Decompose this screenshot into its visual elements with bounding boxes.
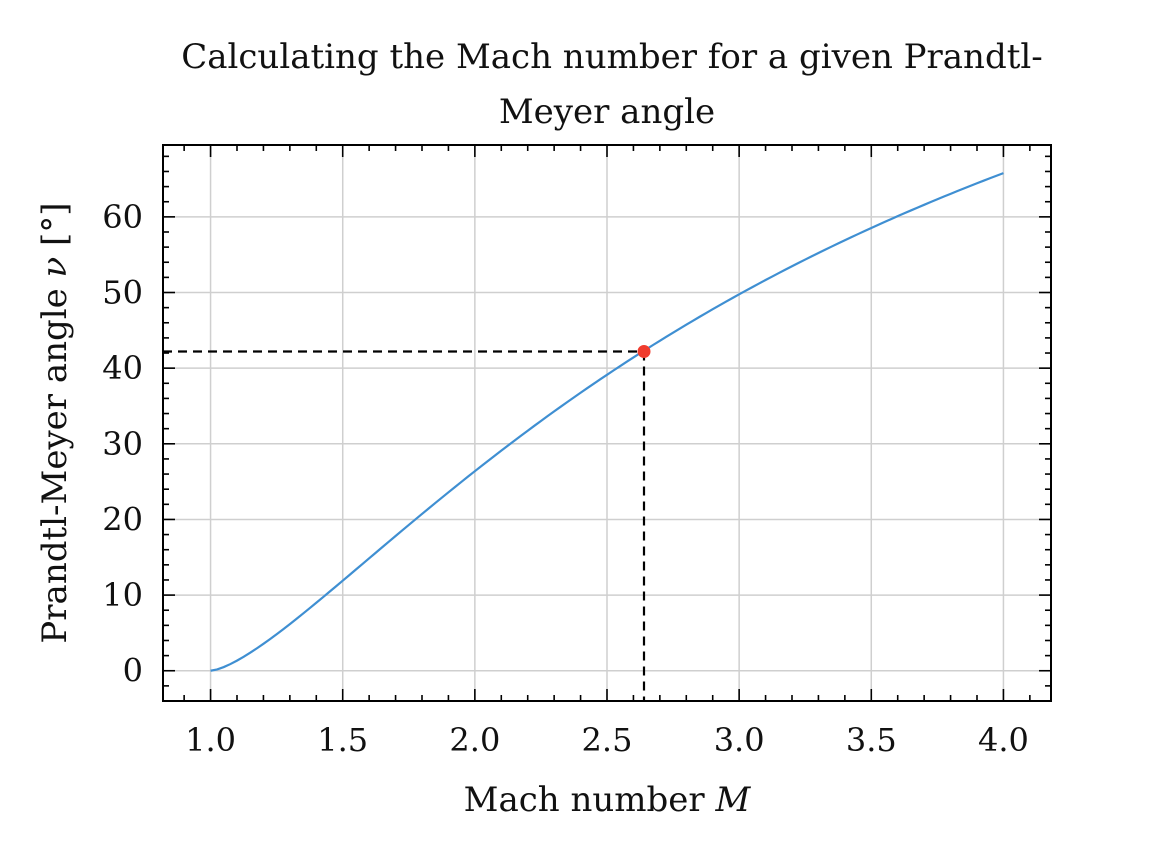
axis-ticks: 1.0 1.5 2.0 2.5 3.0 3.5 4.0 0 10 20 30 40 50 60 [102, 145, 1051, 759]
x-axis-label-text: Mach number [464, 780, 716, 820]
x-axis-label: Mach number M [464, 780, 752, 820]
y-tick-label: 0 [123, 652, 143, 690]
y-axis-label: Prandtl-Meyer angle ν [°] [35, 202, 75, 643]
guide-lines [163, 345, 651, 701]
series-line [210, 172, 1004, 672]
y-tick-label: 60 [102, 198, 143, 236]
x-tick-label: 3.5 [846, 721, 897, 759]
y-axis-label-unit: [°] [35, 202, 75, 256]
chart-title-line-1: Calculating the Mach number for a given … [181, 37, 1043, 77]
y-tick-label: 40 [102, 349, 143, 387]
y-tick-label: 10 [102, 576, 143, 614]
x-tick-label: 3.0 [714, 721, 765, 759]
plot-frame [162, 144, 1052, 702]
y-axis-label-var: ν [35, 257, 75, 278]
x-tick-label: 1.5 [317, 721, 368, 759]
x-tick-label: 2.0 [449, 721, 500, 759]
y-tick-label: 30 [102, 425, 143, 463]
x-tick-label: 4.0 [978, 721, 1029, 759]
y-tick-label: 50 [102, 274, 143, 312]
x-tick-label: 2.5 [582, 721, 633, 759]
marked-point [637, 345, 651, 359]
grid-lines [163, 145, 1051, 701]
y-axis-label-text: Prandtl-Meyer angle [35, 277, 75, 643]
chart-title-line-2: Meyer angle [499, 92, 715, 132]
y-tick-label: 20 [102, 500, 143, 538]
x-tick-label: 1.0 [185, 721, 236, 759]
series-layer [210, 172, 1004, 672]
x-axis-label-var: M [714, 780, 751, 820]
